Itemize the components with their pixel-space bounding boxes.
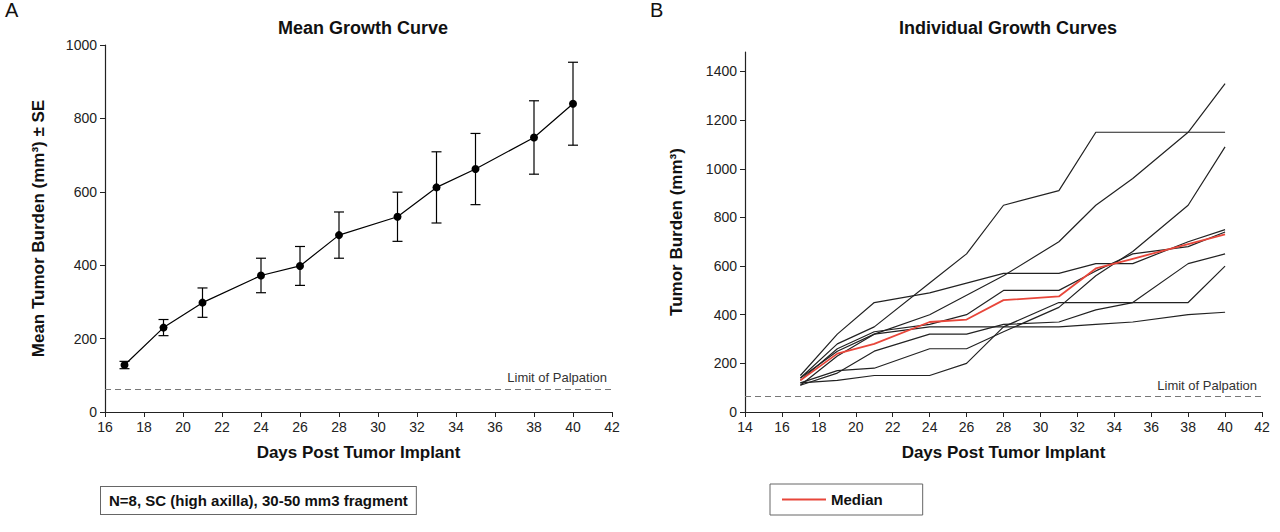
svg-text:400: 400: [74, 257, 98, 273]
svg-text:22: 22: [214, 419, 230, 435]
svg-text:200: 200: [74, 331, 98, 347]
svg-text:Median: Median: [831, 491, 883, 508]
svg-text:B: B: [650, 0, 663, 21]
svg-text:Days Post Tumor Implant: Days Post Tumor Implant: [902, 443, 1106, 462]
svg-text:0: 0: [729, 404, 737, 420]
svg-text:36: 36: [1143, 419, 1159, 435]
svg-text:30: 30: [1033, 419, 1049, 435]
svg-text:40: 40: [565, 419, 581, 435]
svg-text:0: 0: [89, 404, 97, 420]
svg-text:Individual Growth Curves: Individual Growth Curves: [899, 18, 1117, 38]
svg-text:200: 200: [714, 355, 738, 371]
svg-text:14: 14: [737, 419, 753, 435]
svg-text:38: 38: [526, 419, 542, 435]
svg-text:600: 600: [714, 258, 738, 274]
svg-text:800: 800: [74, 110, 98, 126]
svg-text:32: 32: [1070, 419, 1086, 435]
svg-text:1200: 1200: [706, 112, 737, 128]
svg-text:20: 20: [175, 419, 191, 435]
svg-text:28: 28: [996, 419, 1012, 435]
svg-text:Mean Tumor Burden (mm³) ± SE: Mean Tumor Burden (mm³) ± SE: [29, 100, 48, 357]
svg-text:1000: 1000: [66, 37, 97, 53]
svg-text:38: 38: [1180, 419, 1196, 435]
svg-text:16: 16: [774, 419, 790, 435]
svg-text:24: 24: [922, 419, 938, 435]
svg-text:600: 600: [74, 184, 98, 200]
svg-text:1000: 1000: [706, 161, 737, 177]
svg-text:32: 32: [409, 419, 425, 435]
svg-text:Days Post Tumor Implant: Days Post Tumor Implant: [257, 443, 461, 462]
svg-text:36: 36: [487, 419, 503, 435]
svg-text:Tumor Burden (mm³): Tumor Burden (mm³): [667, 148, 686, 316]
svg-text:1400: 1400: [706, 63, 737, 79]
svg-text:Mean Growth Curve: Mean Growth Curve: [278, 18, 448, 38]
svg-text:18: 18: [136, 419, 152, 435]
svg-text:26: 26: [292, 419, 308, 435]
svg-text:N=8, SC (high axilla), 30-50 m: N=8, SC (high axilla), 30-50 mm3 fragmen…: [109, 492, 408, 509]
svg-text:A: A: [5, 0, 19, 21]
svg-text:20: 20: [848, 419, 864, 435]
svg-text:18: 18: [811, 419, 827, 435]
svg-text:16: 16: [97, 419, 113, 435]
svg-text:22: 22: [885, 419, 901, 435]
svg-text:30: 30: [370, 419, 386, 435]
svg-text:28: 28: [331, 419, 347, 435]
svg-text:Limit of Palpation: Limit of Palpation: [507, 370, 607, 385]
svg-text:42: 42: [1254, 419, 1270, 435]
svg-text:Limit of Palpation: Limit of Palpation: [1157, 378, 1257, 393]
svg-text:40: 40: [1217, 419, 1233, 435]
svg-text:24: 24: [253, 419, 269, 435]
svg-text:34: 34: [448, 419, 464, 435]
svg-text:34: 34: [1106, 419, 1122, 435]
svg-text:400: 400: [714, 307, 738, 323]
svg-text:800: 800: [714, 209, 738, 225]
svg-text:26: 26: [959, 419, 975, 435]
svg-text:42: 42: [604, 419, 620, 435]
